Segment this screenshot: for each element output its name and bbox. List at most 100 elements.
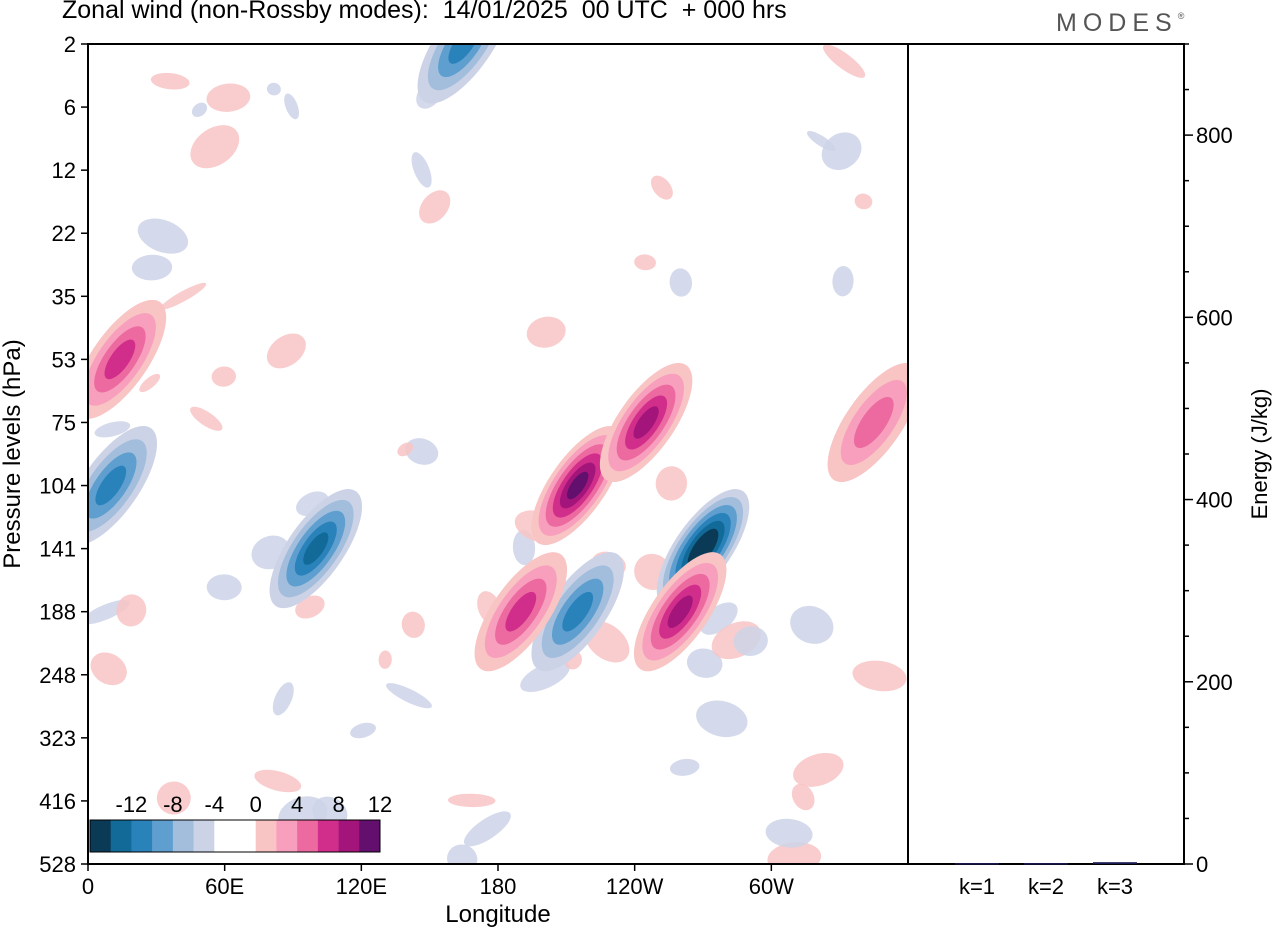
weak-anomaly-patch bbox=[669, 268, 693, 297]
weak-anomaly-patch bbox=[669, 758, 700, 776]
energy-bar-series: k=1 k=2 k=3 bbox=[955, 862, 1137, 899]
weak-anomaly-patch bbox=[793, 752, 844, 787]
weak-anomaly-patch bbox=[254, 769, 302, 793]
weak-anomaly-patch bbox=[463, 811, 511, 847]
wind-contour-band bbox=[505, 591, 537, 632]
y-tick-label: 104 bbox=[39, 474, 76, 499]
weak-anomaly-patch bbox=[655, 466, 688, 501]
wind-feature bbox=[88, 425, 158, 546]
weak-anomaly-patch bbox=[139, 373, 161, 393]
contour-field bbox=[88, 44, 908, 864]
chart-title: Zonal wind (non-Rossby modes): 14/01/202… bbox=[62, 0, 787, 24]
weak-anomaly-patch bbox=[686, 648, 723, 678]
wind-feature bbox=[417, 44, 511, 104]
colorbar-swatch bbox=[90, 820, 112, 852]
wind-contour-band bbox=[693, 536, 713, 561]
wind-feature bbox=[827, 362, 908, 483]
colorbar-label: 4 bbox=[291, 792, 303, 817]
wind-feature bbox=[269, 489, 363, 609]
weak-anomaly-patch bbox=[821, 132, 862, 171]
colorbar-swatch bbox=[152, 820, 174, 852]
weak-anomaly-patch bbox=[696, 700, 748, 738]
wind-feature bbox=[531, 552, 624, 672]
weak-anomaly-patch bbox=[520, 660, 570, 693]
y-tick-label: 188 bbox=[39, 600, 76, 625]
colorbar-swatch bbox=[235, 820, 257, 852]
x-tick-label: 0 bbox=[82, 874, 94, 899]
energy-bar bbox=[955, 863, 999, 865]
y-tick-label: 53 bbox=[52, 347, 76, 372]
wind-feature bbox=[633, 552, 727, 672]
weak-anomaly-patch bbox=[190, 125, 240, 169]
weak-anomaly-patch bbox=[791, 783, 815, 811]
energy-category-label: k=3 bbox=[1097, 874, 1133, 899]
weak-anomaly-patch bbox=[397, 442, 414, 457]
y-tick-label: 141 bbox=[39, 537, 76, 562]
weak-anomaly-patch bbox=[378, 650, 392, 669]
y-tick-label: 528 bbox=[39, 852, 76, 877]
weak-anomaly-patch bbox=[94, 421, 131, 438]
y-tick-label: 2 bbox=[64, 32, 76, 57]
weak-anomaly-patch bbox=[405, 438, 439, 465]
x-tick-label: 60W bbox=[749, 874, 794, 899]
colorbar-label: 8 bbox=[332, 792, 344, 817]
colorbar-label: -12 bbox=[116, 792, 148, 817]
weak-anomaly-patch bbox=[447, 844, 478, 864]
weak-anomaly-patch bbox=[419, 190, 451, 224]
wind-feature bbox=[474, 552, 568, 672]
y-tick-label: 12 bbox=[52, 158, 76, 183]
energy-panel-frame bbox=[907, 43, 1185, 865]
energy-tick-label: 0 bbox=[1196, 852, 1208, 877]
colorbar-swatch bbox=[317, 820, 339, 852]
weak-anomaly-patch bbox=[295, 595, 325, 619]
weak-anomaly-patch bbox=[156, 781, 191, 815]
energy-tick-label: 400 bbox=[1196, 488, 1233, 513]
colorbar-swatch bbox=[297, 820, 319, 852]
colorbar-label: -4 bbox=[205, 792, 225, 817]
weak-anomaly-patch bbox=[401, 611, 425, 638]
x-tick-label: 120W bbox=[606, 874, 664, 899]
weak-anomaly-patch bbox=[700, 602, 738, 635]
weak-anomaly-patch bbox=[767, 842, 822, 864]
y-tick-label: 22 bbox=[52, 221, 76, 246]
y-tick-label: 6 bbox=[64, 95, 76, 120]
weak-anomaly-patch bbox=[852, 660, 907, 692]
y-tick-label: 35 bbox=[52, 284, 76, 309]
weak-anomaly-patch bbox=[832, 266, 854, 297]
weak-anomaly-patch bbox=[266, 333, 306, 369]
energy-category-label: k=1 bbox=[959, 874, 995, 899]
weak-anomaly-patch bbox=[790, 605, 834, 644]
colorbar-swatch bbox=[276, 820, 298, 852]
weak-anomaly-patch bbox=[350, 722, 376, 739]
weak-anomaly-patch bbox=[137, 218, 189, 254]
wind-contour-band bbox=[667, 595, 693, 628]
wind-contour-band bbox=[95, 465, 127, 506]
x-tick-label: 60E bbox=[205, 874, 244, 899]
weak-anomaly-patch bbox=[159, 282, 207, 310]
colorbar-swatch bbox=[131, 820, 153, 852]
energy-bar bbox=[1024, 863, 1068, 865]
weak-anomaly-patch bbox=[272, 682, 294, 716]
weak-anomaly-patch bbox=[822, 44, 866, 78]
modes-logo: MODES® bbox=[1056, 9, 1185, 37]
y-tick-label: 323 bbox=[39, 726, 76, 751]
weak-anomaly-patch bbox=[150, 72, 190, 90]
colorbar-swatch bbox=[255, 820, 277, 852]
x-tick-label: 180 bbox=[480, 874, 517, 899]
energy-tick-label: 600 bbox=[1196, 305, 1233, 330]
weak-anomaly-patch bbox=[266, 82, 281, 96]
wind-contour-band bbox=[562, 591, 594, 632]
weak-anomaly-patch bbox=[211, 366, 236, 387]
weak-anomaly-patch bbox=[650, 175, 673, 200]
colorbar-label: 0 bbox=[250, 792, 262, 817]
wind-feature bbox=[88, 299, 167, 419]
energy-category-label: k=2 bbox=[1028, 874, 1064, 899]
colorbar-swatch bbox=[214, 820, 236, 852]
wind-contour-band bbox=[448, 44, 480, 64]
weak-anomaly-patch bbox=[634, 254, 656, 271]
weak-anomaly-patch bbox=[386, 683, 432, 709]
energy-tick-label: 800 bbox=[1196, 123, 1233, 148]
wind-contour-band bbox=[633, 406, 659, 439]
weak-anomaly-patch bbox=[526, 316, 566, 348]
